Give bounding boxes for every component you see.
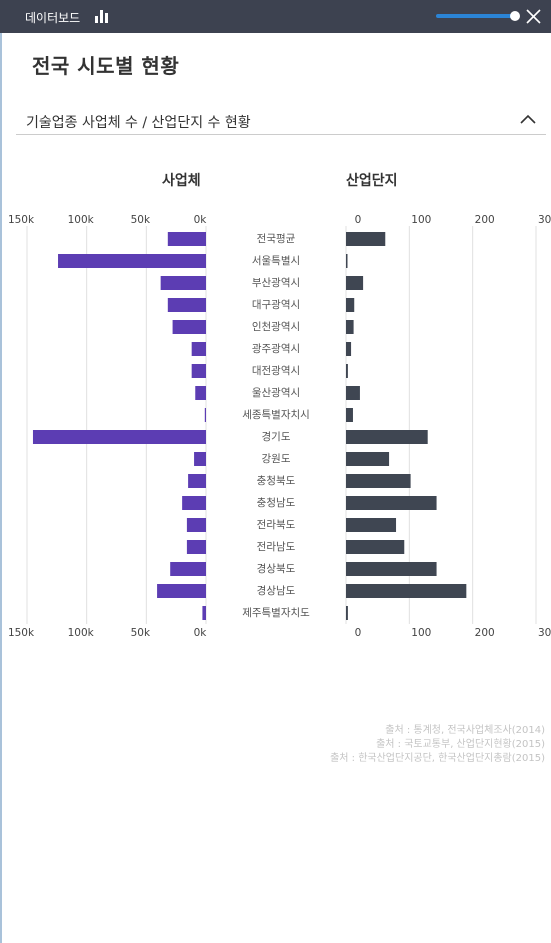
- complex-tick-label: 200: [475, 214, 495, 226]
- source-line: 출처 : 통계청, 전국사업체조사(2014): [385, 725, 545, 736]
- butterfly-bar-chart: 150k 150k 100k 100k 50k 50k 0k 0k 0 0 100 100 200 200…: [8, 214, 551, 639]
- complex-bar: [346, 342, 352, 356]
- window-title: 데이터보드: [25, 11, 81, 25]
- region-label: 대전광역시: [252, 365, 300, 377]
- company-bar: [194, 452, 206, 466]
- company-bar: [167, 298, 206, 312]
- company-tick-label: 150k: [8, 627, 35, 639]
- complex-tick-label: 100: [411, 627, 431, 639]
- complex-bar: [346, 408, 353, 422]
- region-label: 서울특별시: [252, 255, 300, 267]
- region-label: 제주특별자치도: [242, 607, 310, 619]
- company-bar: [186, 518, 206, 532]
- complex-bar: [346, 386, 360, 400]
- page-title: 전국 시도별 현황: [32, 54, 180, 78]
- company-bar: [202, 606, 206, 620]
- zoom-slider[interactable]: [436, 10, 520, 22]
- complex-tick-label: 300: [538, 627, 551, 639]
- complex-bar: [346, 452, 390, 466]
- slider-thumb[interactable]: [510, 11, 520, 21]
- company-bar: [32, 430, 206, 444]
- section-header[interactable]: 기술업종 사업체 수 / 산업단지 수 현황: [16, 108, 546, 135]
- sources: 출처 : 통계청, 전국사업체조사(2014) 출처 : 국토교통부, 산업단지…: [330, 724, 545, 766]
- company-bar: [204, 408, 206, 422]
- company-chart-title: 사업체: [162, 173, 201, 189]
- window-left-border: [0, 33, 2, 943]
- complex-tick-label: 300: [538, 214, 551, 226]
- company-bar: [170, 562, 206, 576]
- region-label: 인천광역시: [252, 321, 300, 333]
- company-bar: [188, 474, 206, 488]
- complex-bar: [346, 496, 437, 510]
- company-tick-label: 50k: [131, 627, 151, 639]
- region-label: 경상북도: [257, 562, 296, 575]
- slider-track: [436, 14, 514, 18]
- region-label: 울산광역시: [252, 387, 300, 399]
- company-bar: [172, 320, 206, 334]
- company-tick-label: 100k: [68, 627, 95, 639]
- complex-bar: [346, 562, 437, 576]
- region-label: 광주광역시: [252, 343, 300, 355]
- region-label: 세종특별자치시: [242, 409, 310, 421]
- company-bar: [182, 496, 206, 510]
- complex-tick-label: 200: [475, 627, 495, 639]
- complex-bar: [346, 518, 397, 532]
- complex-bar: [346, 474, 411, 488]
- company-bar: [167, 232, 206, 246]
- region-label: 대구광역시: [252, 299, 300, 311]
- company-bar: [58, 254, 206, 268]
- complex-bar: [346, 540, 405, 554]
- close-icon[interactable]: [525, 8, 542, 25]
- company-bar: [191, 364, 206, 378]
- section-title: 기술업종 사업체 수 / 산업단지 수 현황: [26, 115, 251, 131]
- company-bar: [160, 276, 206, 290]
- complex-bar: [346, 430, 428, 444]
- complex-bar: [346, 364, 348, 378]
- company-tick-label: 0k: [194, 627, 208, 639]
- complex-bar: [346, 584, 467, 598]
- complex-tick-label: 100: [411, 214, 431, 226]
- company-bar: [195, 386, 206, 400]
- region-label: 경상남도: [257, 584, 296, 597]
- complex-bar: [346, 276, 364, 290]
- company-tick-label: 100k: [68, 214, 95, 226]
- title-bar: 데이터보드: [0, 0, 551, 33]
- complex-tick-label: 0: [355, 627, 362, 639]
- company-tick-label: 50k: [131, 214, 151, 226]
- complex-chart-title: 산업단지: [346, 173, 398, 189]
- complex-tick-label: 0: [355, 214, 362, 226]
- region-label: 강원도: [262, 453, 291, 465]
- region-label: 충청북도: [257, 475, 296, 487]
- region-label: 충청남도: [257, 497, 296, 509]
- complex-bar: [346, 232, 386, 246]
- company-tick-label: 0k: [194, 214, 208, 226]
- complex-bar: [346, 320, 354, 334]
- chevron-up-icon[interactable]: [519, 112, 537, 126]
- region-label: 부산광역시: [252, 277, 300, 289]
- bar-chart-icon: [95, 10, 108, 23]
- complex-bar: [346, 254, 348, 268]
- source-line: 출처 : 한국산업단지공단, 한국산업단지총람(2015): [330, 753, 545, 764]
- company-bar: [186, 540, 206, 554]
- company-tick-label: 150k: [8, 214, 35, 226]
- company-bar: [157, 584, 206, 598]
- complex-bar: [346, 298, 355, 312]
- region-label: 전라북도: [257, 519, 296, 531]
- complex-bar: [346, 606, 348, 620]
- source-line: 출처 : 국토교통부, 산업단지현황(2015): [376, 739, 545, 750]
- region-label: 전라남도: [257, 541, 296, 553]
- region-label: 전국평균: [257, 233, 296, 245]
- region-label: 경기도: [262, 430, 291, 443]
- company-bar: [191, 342, 206, 356]
